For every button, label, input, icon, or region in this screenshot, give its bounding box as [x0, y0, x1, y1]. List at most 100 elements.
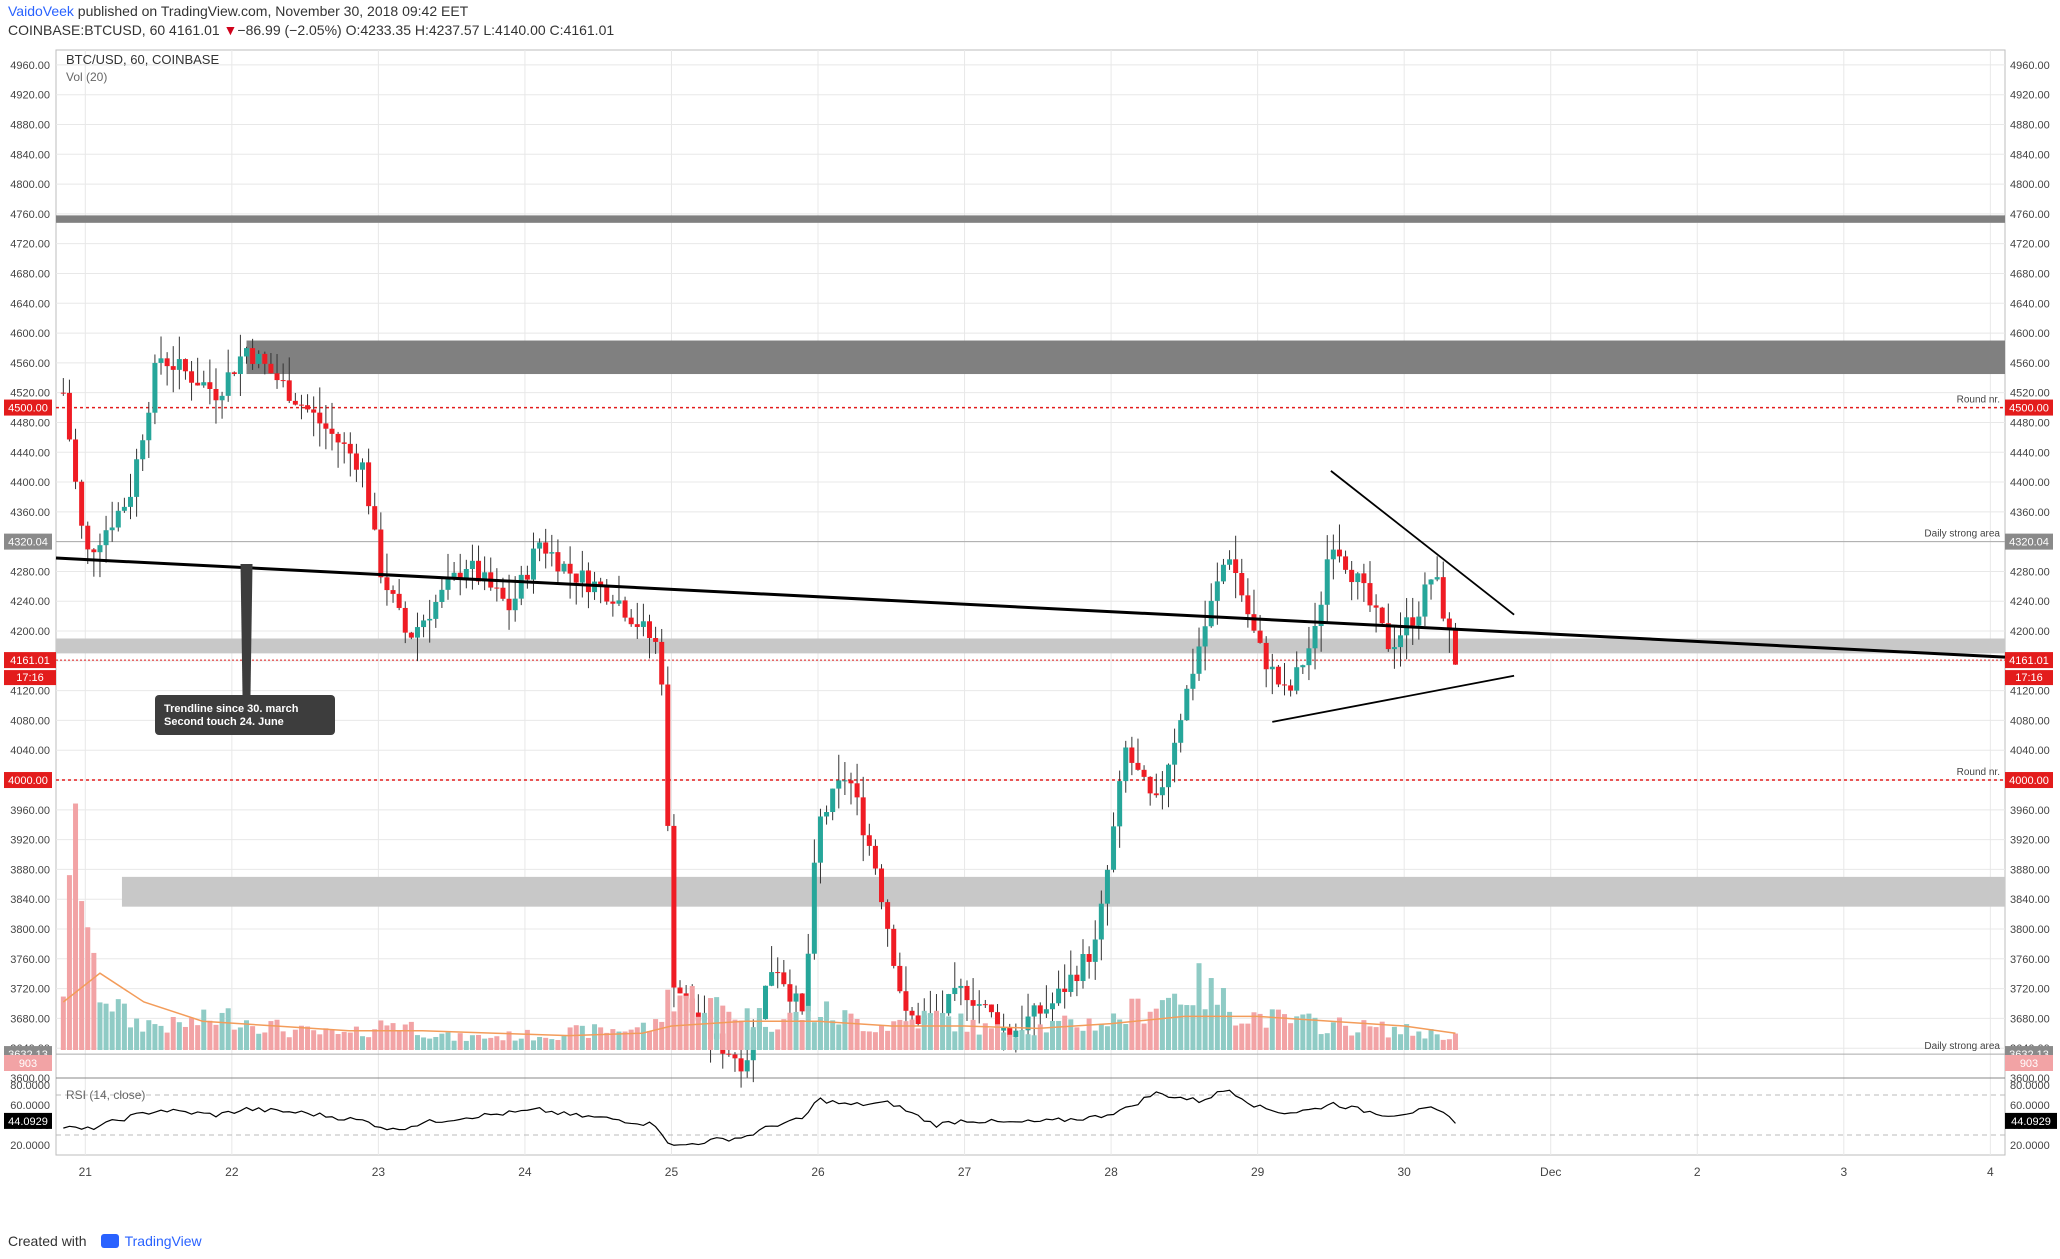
y-tick-left: 4400.00	[10, 477, 50, 489]
candle-body	[909, 1010, 915, 1016]
candle-body	[189, 371, 195, 383]
x-tick-label: 24	[518, 1165, 532, 1179]
zone	[121, 876, 2006, 907]
volume-bar	[347, 1032, 353, 1050]
y-tick-left: 3840.00	[10, 894, 50, 906]
candle-body	[1159, 787, 1165, 796]
volume-bar	[1196, 963, 1202, 1050]
candle-body	[1123, 747, 1129, 782]
volume-bar	[280, 1031, 286, 1050]
volume-bar	[1288, 1023, 1294, 1050]
candle-body	[653, 638, 659, 642]
footer: Created with TradingView	[8, 1233, 202, 1249]
candle-body	[1294, 667, 1300, 691]
volume-bar	[488, 1037, 494, 1050]
candle-body	[164, 358, 170, 367]
volume-bar	[121, 1003, 127, 1050]
volume-bar	[1025, 1034, 1031, 1050]
annotation-arrow	[240, 564, 253, 695]
x-tick-label: 27	[958, 1165, 972, 1179]
y-tick-right: 4040.00	[2010, 745, 2050, 757]
y-tick-right: 4840.00	[2010, 149, 2050, 161]
volume-bar	[817, 1017, 823, 1050]
down-arrow-icon: ▼	[223, 22, 238, 38]
volume-bar	[1111, 1013, 1117, 1050]
volume-bar	[1422, 1038, 1428, 1050]
candle-body	[158, 358, 164, 363]
y-tick-right: 3680.00	[2010, 1013, 2050, 1025]
y-tick-right: 4520.00	[2010, 388, 2050, 400]
volume-bar	[671, 1011, 677, 1050]
y-tick-left: 3600.00	[10, 1073, 50, 1085]
volume-bar	[427, 1038, 433, 1050]
x-tick-label: Dec	[1540, 1165, 1561, 1179]
candle-body	[109, 527, 115, 531]
candle-body	[1117, 781, 1123, 827]
annotation-text: Trendline since 30. march	[164, 703, 299, 715]
candle-body	[1214, 581, 1220, 601]
x-tick-label: 22	[225, 1165, 239, 1179]
candle-body	[1239, 573, 1245, 596]
candle-body	[646, 621, 652, 639]
volume-bar	[109, 1011, 115, 1050]
candle-body	[585, 570, 591, 593]
volume-bar	[463, 1040, 469, 1050]
volume-bar	[750, 1027, 756, 1050]
candle-body	[414, 627, 420, 638]
volume-bar	[1263, 1027, 1269, 1050]
tradingview-link[interactable]: TradingView	[124, 1233, 202, 1249]
volume-bar	[213, 1024, 219, 1050]
volume-bar	[1104, 1026, 1110, 1050]
volume-bar	[170, 1017, 176, 1050]
volume-bar	[738, 1020, 744, 1050]
candle-body	[610, 601, 616, 604]
author-link[interactable]: VaidoVeek	[8, 3, 74, 19]
volume-bar	[127, 1027, 133, 1050]
candle-body	[305, 405, 311, 410]
candle-body	[634, 624, 640, 627]
candle-body	[988, 1004, 994, 1013]
volume-bar	[640, 1022, 646, 1050]
volume-bar	[140, 1031, 146, 1050]
volume-bar	[469, 1035, 475, 1050]
volume-bar	[830, 1020, 836, 1050]
candle-body	[201, 382, 207, 386]
volume-bar	[811, 1022, 817, 1050]
volume-bar	[268, 1021, 274, 1050]
volume-bar	[506, 1031, 512, 1050]
candle-body	[781, 972, 787, 985]
rsi-tick-left: 20.0000	[10, 1140, 50, 1152]
volume-bar	[274, 1019, 280, 1050]
volume-bar	[585, 1037, 591, 1050]
candle-body	[250, 348, 256, 364]
candle-body	[500, 587, 506, 599]
volume-bar	[763, 1026, 769, 1050]
candle-body	[769, 972, 775, 986]
candle-body	[195, 382, 201, 386]
volume-bar	[1343, 1025, 1349, 1050]
candle-body	[445, 578, 451, 590]
candle-body	[451, 572, 457, 579]
y-tick-right: 3840.00	[2010, 894, 2050, 906]
volume-bar	[1300, 1014, 1306, 1050]
rsi-tick-right: 20.0000	[2010, 1140, 2050, 1152]
volume-bar	[665, 989, 671, 1050]
candle-body	[903, 991, 909, 1011]
candle-body	[616, 600, 622, 604]
volume-bar	[909, 1019, 915, 1050]
y-tick-right: 4440.00	[2010, 447, 2050, 459]
symbol-info: COINBASE:BTCUSD, 60 4161.01 ▼−86.99 (−2.…	[8, 22, 614, 38]
candle-body	[421, 620, 427, 628]
candle-body	[213, 388, 219, 401]
ohlc: O:4233.35 H:4237.57 L:4140.00 C:4161.01	[345, 22, 615, 38]
volume-bar	[1330, 1022, 1336, 1050]
candle-body	[1428, 579, 1434, 585]
volume-bar	[628, 1029, 634, 1050]
last-price: 4161.01	[169, 22, 220, 38]
volume-bar	[549, 1039, 555, 1050]
volume-bar	[201, 1009, 207, 1050]
candle-body	[1263, 642, 1269, 670]
x-tick-label: 21	[79, 1165, 93, 1179]
candle-body	[268, 363, 274, 374]
